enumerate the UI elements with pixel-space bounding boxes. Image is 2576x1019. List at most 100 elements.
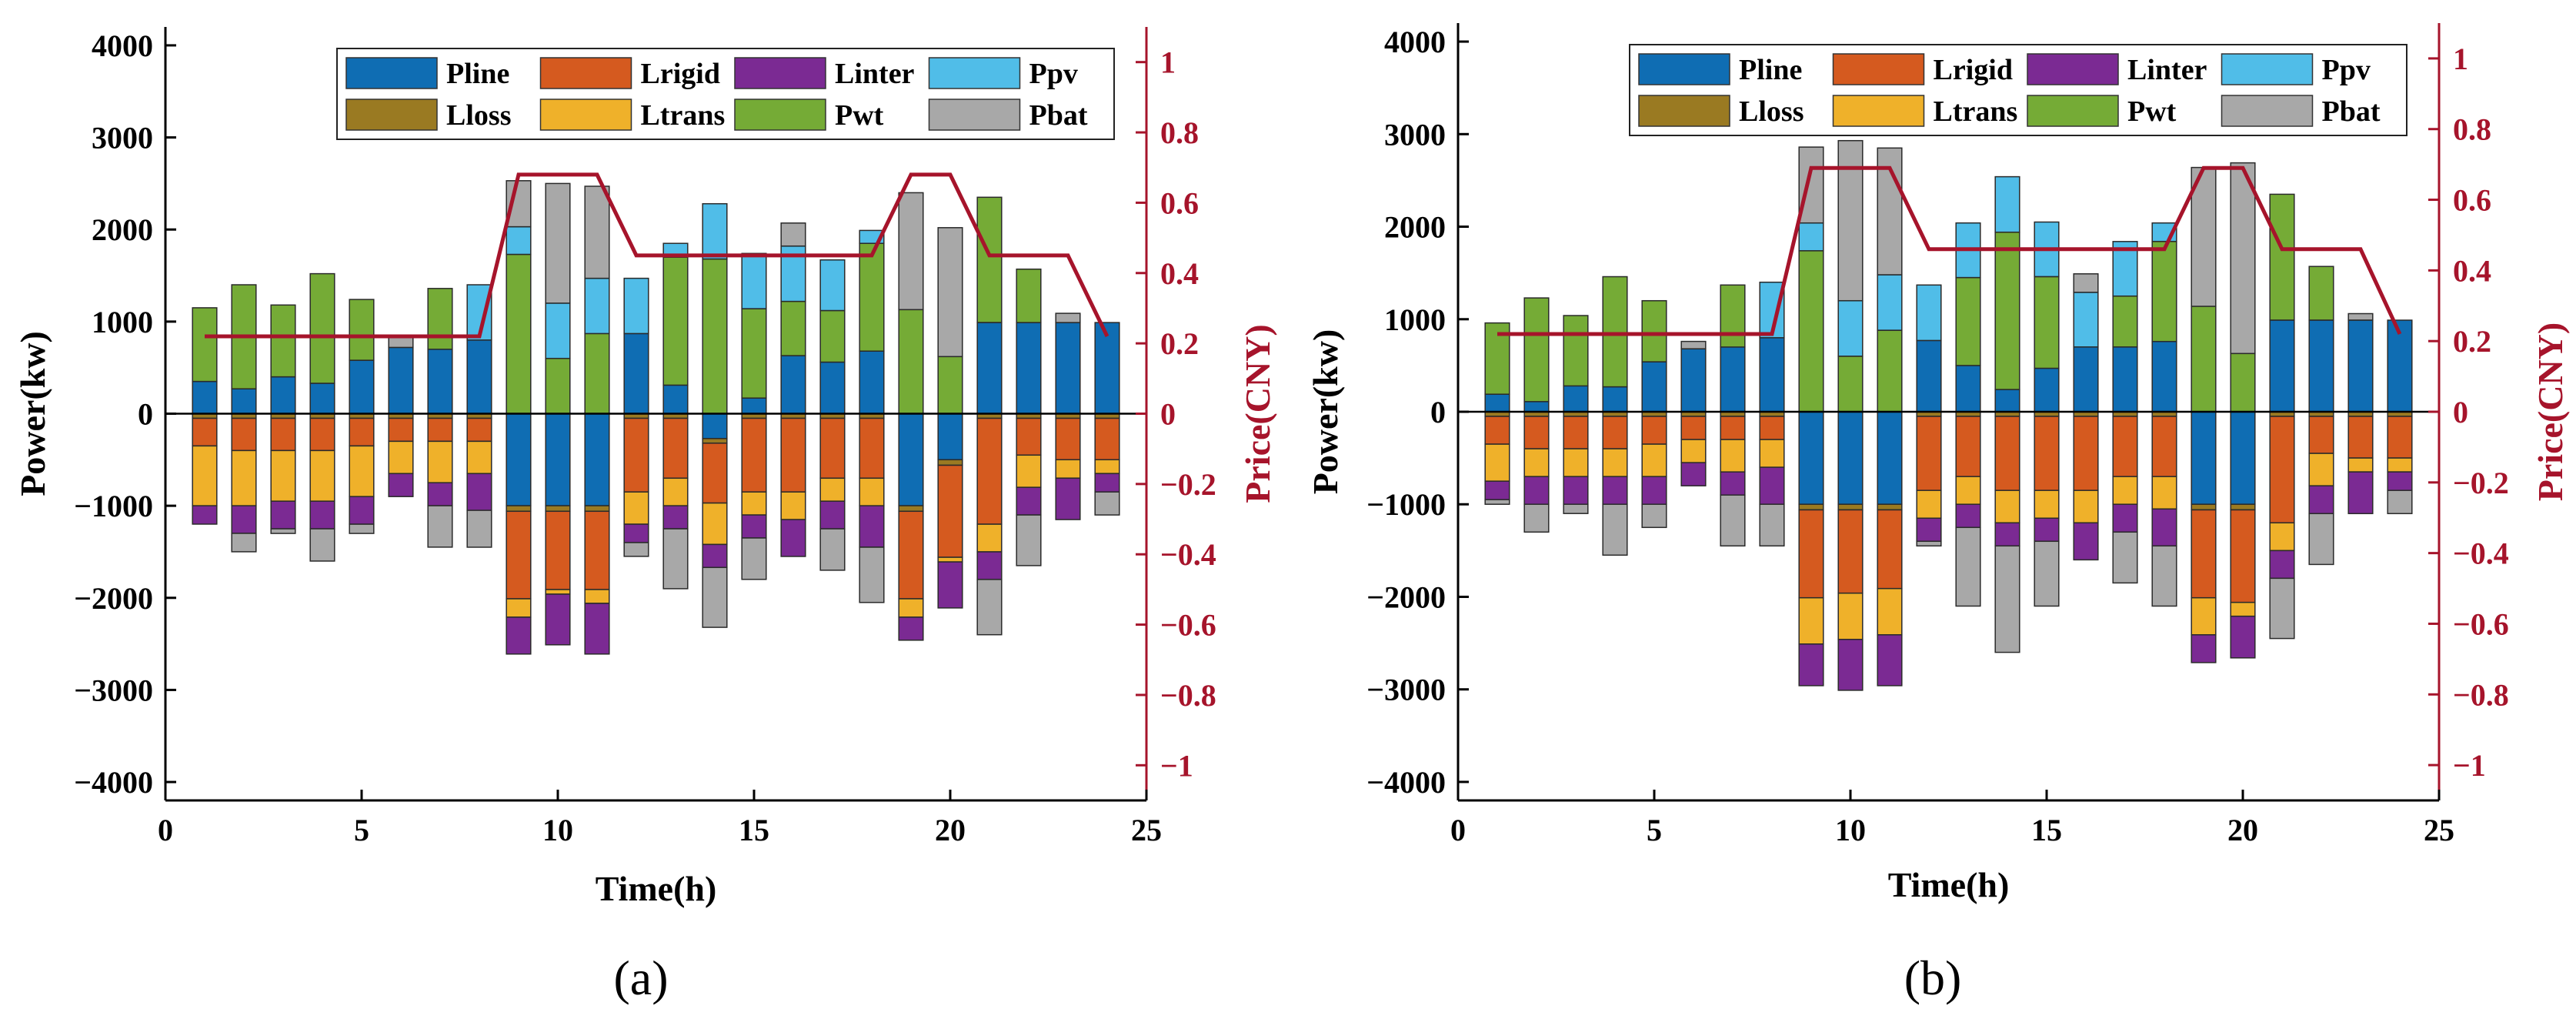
bar-pwt-13 [662, 256, 689, 386]
bar-lrigid-6 [388, 417, 414, 443]
legend-label-lloss: Lloss [446, 99, 511, 132]
bar-ltrans-5 [349, 445, 375, 497]
bar-pline-12 [1916, 339, 1942, 413]
bar-lrigid-7 [1720, 416, 1746, 440]
bar-pwt-4 [1602, 276, 1628, 388]
bar-pwt-16 [780, 300, 806, 356]
bar-ppv-14 [702, 202, 728, 260]
bar-lrigid-8 [1759, 416, 1785, 440]
bar-pline-4 [309, 383, 335, 415]
y2-tick-label: 0.6 [2453, 183, 2491, 218]
y-tick-label: −3000 [74, 673, 153, 707]
bar-lloss-20 [937, 459, 963, 466]
bar-lrigid-23 [1055, 417, 1081, 461]
bar-pbat-18 [859, 546, 885, 603]
bar-ltrans-13 [1955, 476, 1981, 506]
bar-linter-10 [545, 593, 571, 646]
bar-pline-17 [819, 361, 846, 415]
bar-lrigid-17 [819, 417, 846, 479]
x-tick-label: 10 [542, 813, 573, 847]
bar-linter-22 [2308, 485, 2334, 515]
bar-linter-10 [1837, 639, 1864, 691]
bar-linter-5 [1641, 476, 1667, 506]
bar-ltrans-21 [2269, 522, 2295, 552]
bar-lloss-9 [1798, 503, 1824, 511]
bar-pline-2 [231, 388, 257, 415]
bar-pwt-5 [349, 299, 375, 361]
bar-pbat-13 [662, 528, 689, 590]
bar-pbat-14 [1994, 545, 2020, 653]
bar-lrigid-10 [1837, 509, 1864, 594]
bar-lrigid-7 [427, 417, 453, 443]
bar-ltrans-6 [1680, 439, 1707, 463]
legend-label-pbat: Pbat [2322, 95, 2381, 128]
chart-panel-b: 0 5 10 15 20 25−4000−3000−2000−10000100020003… [1306, 23, 2570, 904]
bar-pwt-17 [2112, 295, 2138, 348]
y-tick-label: 2000 [92, 212, 153, 247]
bar-pbat-9 [1798, 146, 1824, 224]
legend-label-ltrans: Ltrans [1934, 95, 2018, 128]
bar-linter-13 [662, 505, 689, 530]
bar-ltrans-20 [2230, 601, 2256, 617]
bar-lloss-10 [1837, 503, 1864, 511]
bar-ppv-16 [2073, 292, 2099, 348]
y2-tick-label: 0.6 [1160, 185, 1199, 220]
bar-pline-1 [1484, 393, 1510, 413]
bar-pline-17 [2112, 346, 2138, 413]
bar-ltrans-17 [2112, 476, 2138, 506]
bar-linter-7 [1720, 471, 1746, 496]
price-line [1497, 165, 2402, 336]
bar-pline-16 [2073, 346, 2099, 413]
bar-pwt-3 [270, 304, 296, 378]
bar-ppv-10 [1837, 299, 1864, 357]
bar-pwt-19 [898, 309, 924, 415]
bar-ltrans-10 [545, 589, 571, 595]
bar-ltrans-4 [1602, 448, 1628, 477]
bar-lrigid-5 [349, 417, 375, 447]
bar-ltrans-8 [1759, 439, 1785, 468]
bar-linter-19 [2191, 634, 2217, 663]
bar-ltrans-5 [1641, 443, 1667, 477]
bar-pbat-5 [349, 523, 375, 534]
bar-pbat-2 [1523, 503, 1550, 533]
bar-lloss-19 [898, 505, 924, 513]
bar-linter-12 [1916, 517, 1942, 543]
y2-tick-label: −0.6 [2453, 606, 2509, 641]
bar-lrigid-11 [1877, 509, 1903, 590]
bar-pbat-16 [780, 222, 806, 247]
bar-ltrans-16 [2073, 489, 2099, 524]
bar-pline-20 [937, 413, 963, 461]
legend-swatch-lloss [345, 99, 438, 131]
legend: Pline Lrigid Linter Ppv Lloss Ltrans Pwt Pbat [336, 48, 1115, 140]
y2-tick-label: 0.2 [1160, 326, 1199, 361]
bars-group [192, 180, 1120, 655]
bar-linter-4 [1602, 476, 1628, 506]
bar-ltrans-14 [1994, 489, 2020, 524]
x-tick-label: 25 [1131, 813, 1162, 847]
legend-swatch-pbat [928, 99, 1021, 131]
bar-pline-15 [741, 397, 767, 415]
bar-pbat-24 [1094, 491, 1120, 516]
bar-pline-18 [2151, 340, 2177, 413]
bar-lrigid-6 [1680, 416, 1707, 440]
bar-pwt-18 [859, 242, 885, 352]
y-tick-label: −1000 [74, 489, 153, 523]
bar-linter-20 [2230, 615, 2256, 659]
y2-tick-label: 0.2 [2453, 324, 2491, 359]
legend-swatch-ltrans [1832, 95, 1925, 127]
bar-pline-10 [545, 413, 571, 506]
bar-linter-17 [2112, 503, 2138, 533]
y-tick-label: 4000 [92, 28, 153, 63]
y2-tick-label: 0 [2453, 395, 2468, 429]
panel-label-a: (a) [613, 951, 668, 1005]
x-tick-label: 20 [935, 813, 966, 847]
bar-pline-23 [1055, 322, 1081, 415]
bar-ltrans-13 [662, 477, 689, 506]
bar-lrigid-15 [2034, 416, 2060, 491]
bar-linter-2 [231, 505, 257, 534]
bar-lrigid-1 [192, 417, 218, 447]
bar-ltrans-8 [466, 440, 492, 475]
bar-ltrans-15 [2034, 489, 2060, 520]
bar-pwt-10 [1837, 356, 1864, 413]
